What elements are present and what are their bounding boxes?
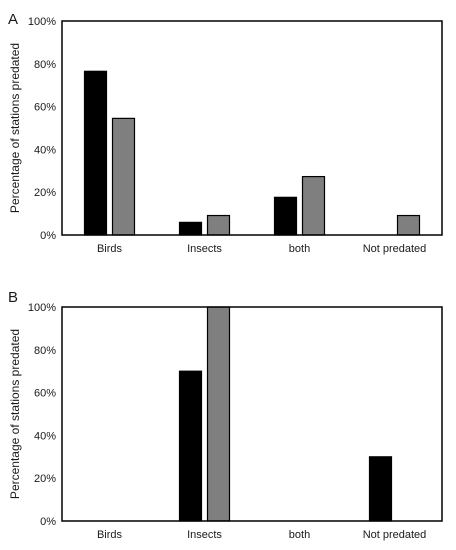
y-tick-label: 60% (34, 102, 56, 114)
x-tick-label: Not predated (363, 529, 427, 541)
bar-not-predated-series-1 (368, 456, 393, 522)
y-tick-label: 80% (34, 345, 56, 357)
bar-birds-series-1 (83, 70, 108, 236)
panel-label: B (8, 289, 18, 306)
bar-insects-series-1 (178, 221, 203, 236)
chart-panel-A: A 0% 20% 40% 60% 80% 100% Percentage of station… (8, 11, 443, 255)
chart-panel-B: B 0% 20% 40% 60% 80% 100% Percentage of station… (8, 289, 443, 541)
plot-area (61, 20, 443, 236)
x-tick-label: Birds (97, 243, 123, 255)
x-tick-label: Not predated (363, 243, 427, 255)
bar-not-predated-series-2 (396, 214, 421, 236)
y-tick-label: 20% (34, 187, 56, 199)
y-tick-label: 80% (34, 59, 56, 71)
y-tick-label: 40% (34, 144, 56, 156)
x-tick-label: both (289, 529, 310, 541)
y-tick-label: 40% (34, 430, 56, 442)
bar-both-series-1 (273, 196, 298, 236)
y-tick-label: 0% (40, 516, 56, 528)
bar-insects-series-1 (178, 370, 203, 522)
x-tick-label: Birds (97, 529, 123, 541)
bar-both-series-2 (301, 175, 326, 236)
bar-insects-series-2 (206, 214, 231, 236)
bar-insects-series-2 (206, 306, 231, 522)
y-tick-label: 100% (28, 302, 56, 314)
bar-birds-series-2 (111, 117, 136, 236)
y-tick-label: 60% (34, 388, 56, 400)
panel-label: A (8, 11, 18, 28)
y-tick-label: 20% (34, 473, 56, 485)
x-tick-label: both (289, 243, 310, 255)
y-tick-label: 0% (40, 230, 56, 242)
y-axis-label: Percentage of stations predated (8, 43, 22, 213)
y-axis-label: Percentage of stations predated (8, 329, 22, 499)
x-tick-label: Insects (187, 529, 222, 541)
x-tick-label: Insects (187, 243, 222, 255)
y-tick-label: 100% (28, 16, 56, 28)
plot-area (61, 306, 443, 522)
